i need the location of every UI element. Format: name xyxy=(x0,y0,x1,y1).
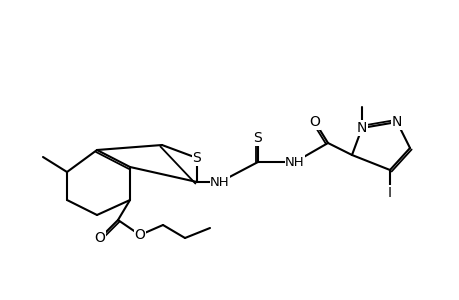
Text: NH: NH xyxy=(285,155,304,169)
Text: S: S xyxy=(192,151,201,165)
Text: O: O xyxy=(95,231,105,245)
Text: N: N xyxy=(391,115,401,129)
Text: S: S xyxy=(253,131,262,145)
Text: NH: NH xyxy=(210,176,230,188)
Text: O: O xyxy=(134,228,145,242)
Text: N: N xyxy=(356,121,366,135)
Text: I: I xyxy=(387,186,391,200)
Text: O: O xyxy=(309,115,320,129)
